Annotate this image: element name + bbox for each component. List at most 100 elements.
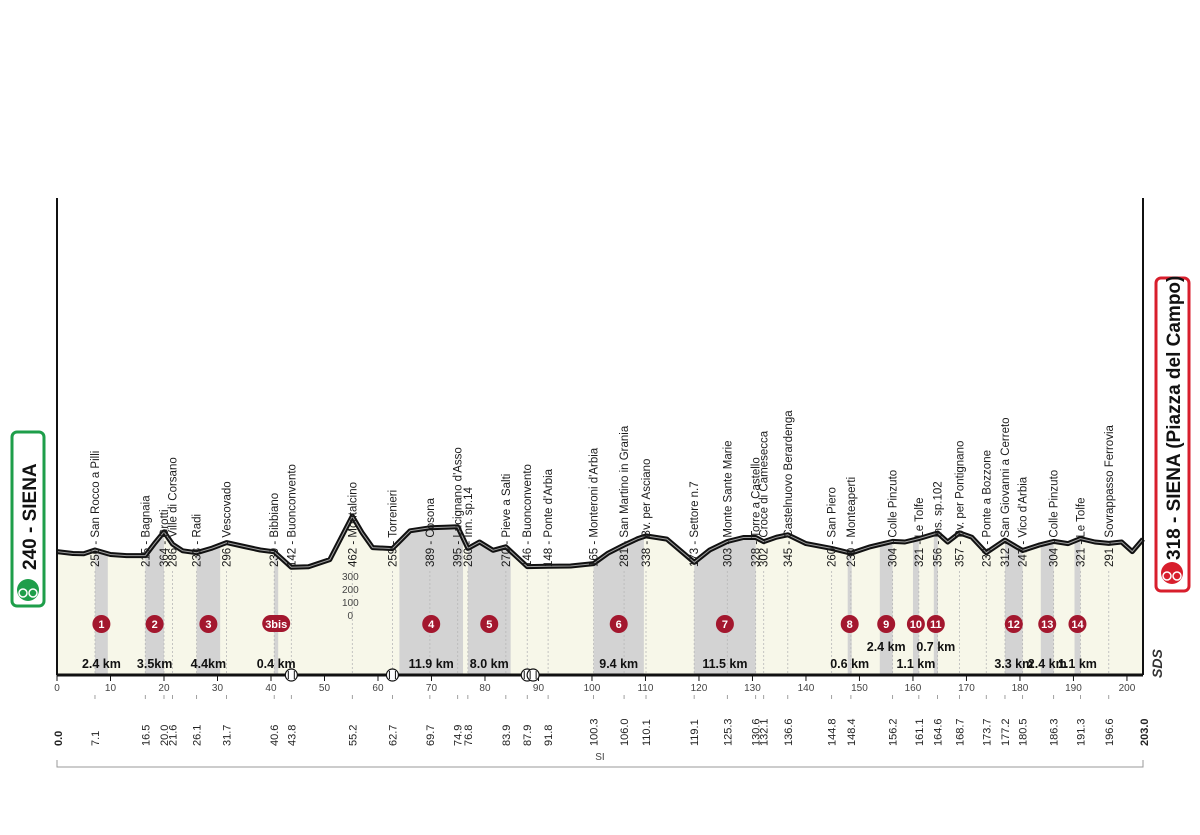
sector-badge [906, 615, 925, 633]
sds-logo: SDS [1149, 649, 1165, 678]
sector-badge-number: 3 [205, 619, 211, 631]
start-box-frame [10, 430, 46, 608]
region-bracket: SI [56, 752, 1144, 768]
km-tick-label: 20 [158, 683, 170, 694]
location-label: 259 - Torrenieri [387, 490, 399, 567]
km-tick-label: 30 [212, 683, 224, 694]
start-box: 240 - SIENA [10, 430, 46, 608]
sector-area-5 [467, 542, 511, 675]
sector-badge [877, 615, 896, 633]
km-tick-label: 70 [426, 683, 438, 694]
sector-badge-number: 5 [486, 619, 492, 631]
km-tick-label: 0 [54, 683, 60, 694]
location-label: 312 - San Giovanni a Cerreto [1000, 417, 1012, 567]
sector-area-3bis [274, 551, 279, 675]
km-marker-label: 62.7 [387, 725, 399, 746]
km-marker-label: 83.9 [501, 725, 513, 746]
location-label: 328 - Torre a Castello [751, 457, 763, 567]
km-tick-label: 50 [319, 683, 331, 694]
km-tick-label: 190 [1065, 683, 1082, 694]
altitude-scale-label: 300 [342, 572, 359, 583]
altitude-scale: 300 200 100 0 [342, 572, 359, 622]
sector-badge [145, 615, 164, 633]
location-label: 321 - Le Tolfe [914, 498, 926, 567]
sector-badge-number: 9 [883, 619, 889, 631]
sector-length-label: 9.4 km [599, 657, 638, 671]
location-label: 338 - Bv. per Asciano [641, 459, 653, 567]
location-label: 250 - San Rocco a Pilli [90, 451, 102, 567]
sector-badge [1004, 615, 1023, 633]
sector-badges: 1 2.4 km 2 3.5km 3 4.4km 3bis 0.4 km 4 11.9 km 5 8.… [82, 615, 1097, 671]
km-tick-label: 200 [1119, 683, 1136, 694]
finish-town-label: 318 - SIENA (Piazza del Campo) [1164, 276, 1185, 560]
location-label: 356 - Ins. sp.102 [933, 481, 945, 567]
sector-length-label: 1.1 km [896, 657, 935, 671]
sector-badge [262, 615, 291, 632]
finish-km-label: 203.0 [1139, 718, 1151, 746]
km-tick-label: 170 [958, 683, 975, 694]
sector-badge [480, 615, 499, 633]
km-markers: 7.1 16.5 20.021.6 26.1 31.7 40.6 43.8 55.2 62.7 6… [53, 695, 1151, 746]
location-label: 296 - Vescovado [222, 481, 234, 567]
sector-area-1 [94, 550, 108, 675]
sector-length-label: 11.9 km [409, 657, 454, 671]
finish-cyclist-icon [1161, 562, 1183, 584]
km-marker-label: 180.5 [1018, 718, 1030, 746]
location-label: 233 - Radi [192, 514, 204, 567]
km-marker-label: 148.4 [846, 718, 858, 746]
km-tick-label: 160 [905, 683, 922, 694]
rail-crossing-icon [526, 668, 540, 682]
km-tick-label: 60 [372, 683, 384, 694]
sector-badge-number: 12 [1008, 619, 1020, 631]
location-label: 345 - Castelnuovo Berardenga [783, 410, 795, 567]
sector-length-label: 1.1 km [1058, 657, 1097, 671]
altitude-scale-label: 200 [342, 585, 359, 596]
sector-area-9 [879, 541, 893, 675]
sector-area-3 [196, 545, 221, 675]
sector-badge-number: 7 [722, 619, 728, 631]
finish-box-frame [1154, 276, 1191, 593]
location-label: 291 - Sovrappasso Ferrovia [1104, 424, 1116, 567]
sector-area-12 [1004, 540, 1023, 675]
location-label: 215 - Bagnaia [140, 495, 152, 567]
altitude-scale-label: 100 [342, 598, 359, 609]
km-tick-label: 40 [265, 683, 277, 694]
km-tick-label: 10 [105, 683, 117, 694]
location-label: 321 - Le Tolfe [1075, 498, 1087, 567]
sector-length-label: 2.4 km [82, 657, 121, 671]
location-label: 239 - Bibbiano [269, 493, 281, 567]
km-marker-label: 110.1 [641, 719, 653, 746]
sector-area-13 [1040, 541, 1054, 675]
sector-area-6 [593, 536, 644, 675]
km-marker-label: 43.8 [286, 725, 298, 746]
sector-badge [199, 615, 218, 633]
km-marker-label: 16.5 [140, 725, 152, 746]
sector-shading [94, 526, 1081, 675]
sector-badge [1068, 615, 1087, 633]
sector-length-label: 11.5 km [702, 657, 747, 671]
profile-line-highlight [56, 515, 1144, 568]
sector-badge-number: 11 [930, 619, 942, 631]
finish-box: 318 - SIENA (Piazza del Campo) [1154, 276, 1191, 593]
sector-length-label: 3.5km [137, 657, 172, 671]
location-label: 462 - Montalcino [347, 482, 359, 567]
sector-badge-number: 14 [1071, 619, 1084, 631]
km-marker-label: 130.6 [751, 718, 763, 746]
sector-badge [1038, 615, 1057, 633]
km-marker-label: 191.3 [1075, 718, 1087, 746]
start-town-label: 240 - SIENA [20, 463, 41, 570]
location-label: 146 - Buonconvento [522, 464, 534, 567]
region-bracket-line [56, 760, 1144, 768]
location-label: 364 - Grotti [159, 509, 171, 567]
sector-length-label: 2.4 km [1028, 657, 1067, 671]
km-ticks: 0 10 20 30 40 50 60 70 80 90 100 110 120 130 140 150 160… [54, 675, 1136, 694]
km-marker-label: 40.6 [269, 725, 281, 746]
km-marker-label: 69.7 [425, 725, 437, 746]
sector-length-label: 0.7 km [916, 640, 955, 654]
sector-area-11 [933, 533, 938, 675]
location-label: 304 - Colle Pinzuto [888, 470, 900, 567]
sector-badge-number: 8 [847, 619, 853, 631]
location-label: 142 - Buonconvento [286, 464, 298, 567]
sector-badge-number: 6 [616, 619, 622, 631]
